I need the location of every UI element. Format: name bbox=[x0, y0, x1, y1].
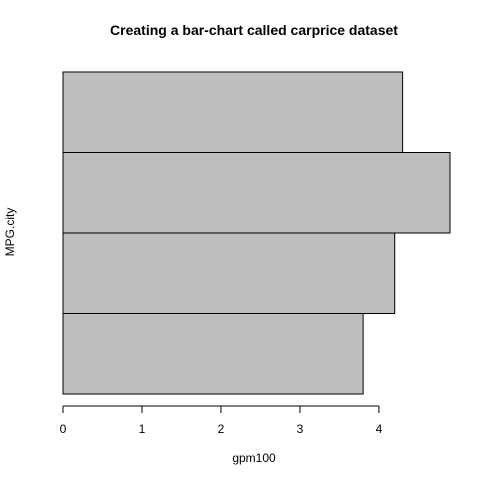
x-tick-label: 0 bbox=[60, 422, 67, 436]
x-axis: 0 1 2 3 4 bbox=[60, 405, 383, 436]
bars-group bbox=[62, 71, 451, 395]
x-tick-label: 2 bbox=[218, 422, 225, 436]
bar-2 bbox=[62, 232, 396, 314]
x-tick-label: 4 bbox=[376, 422, 383, 436]
y-axis-label: MPG.city bbox=[3, 208, 17, 257]
x-axis-label: gpm100 bbox=[232, 451, 276, 465]
chart-title: Creating a bar-chart called carprice dat… bbox=[110, 22, 398, 38]
bar-4 bbox=[62, 71, 404, 153]
x-tick-label: 1 bbox=[139, 422, 146, 436]
x-tick-label: 3 bbox=[297, 422, 304, 436]
bar-3 bbox=[62, 152, 451, 234]
bar-1 bbox=[62, 313, 364, 395]
